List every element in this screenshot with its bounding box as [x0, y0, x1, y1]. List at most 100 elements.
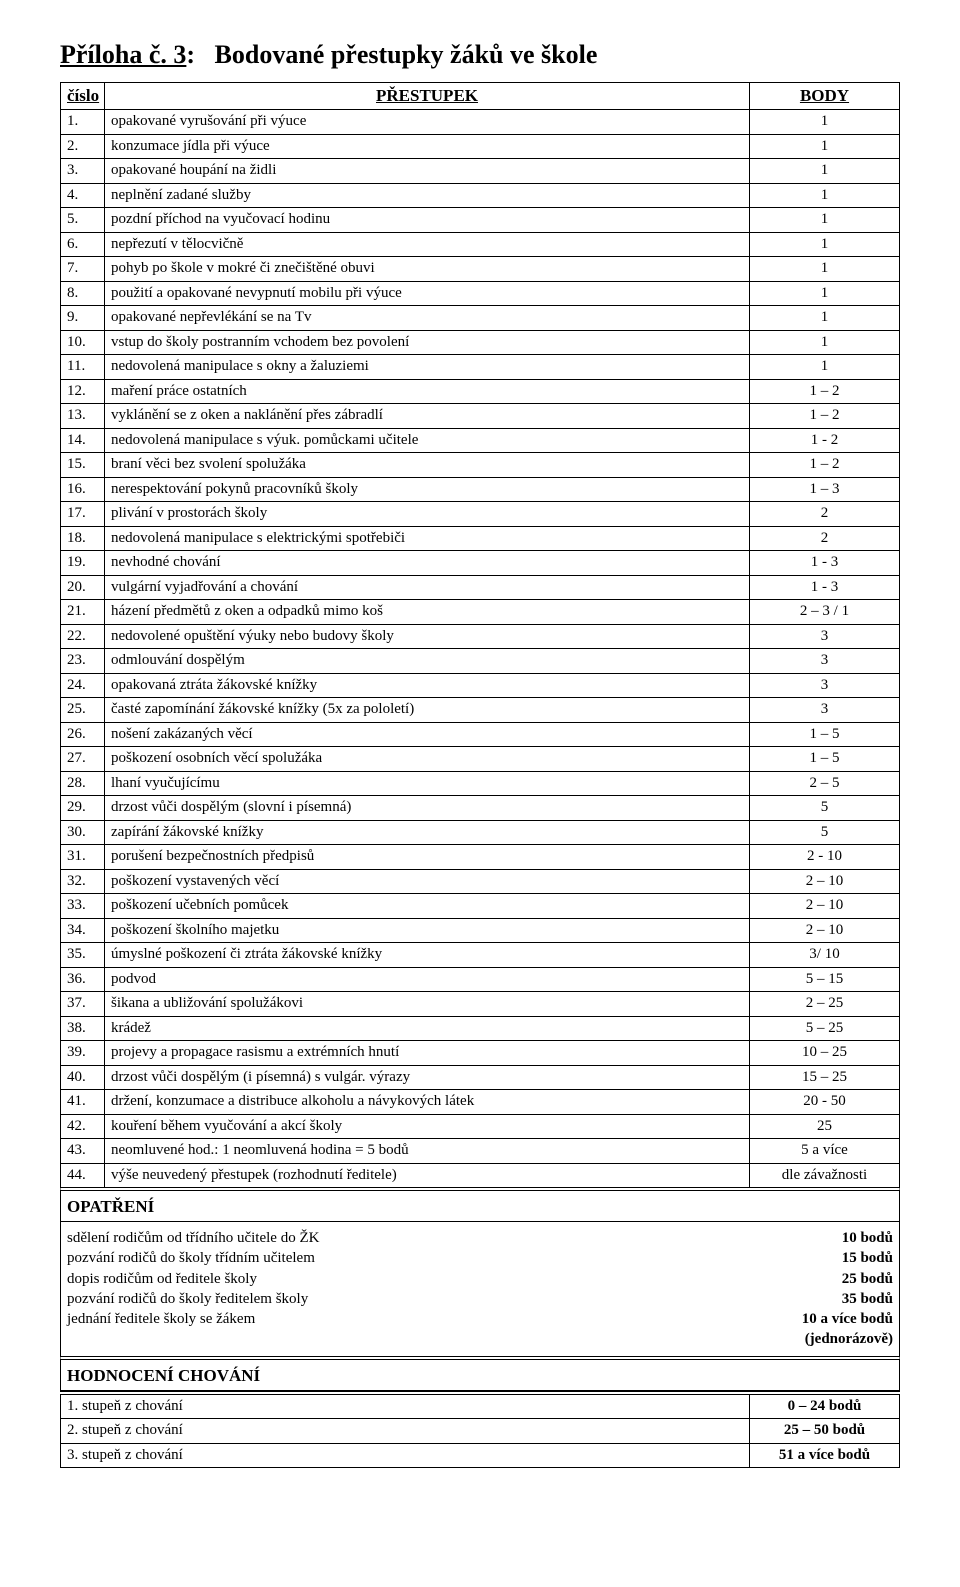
row-description: opakovaná ztráta žákovské knížky — [105, 673, 750, 698]
row-points: 3/ 10 — [750, 943, 900, 968]
row-points: 2 – 25 — [750, 992, 900, 1017]
hodnoceni-value: 25 – 50 bodů — [750, 1419, 900, 1444]
row-number: 37. — [61, 992, 105, 1017]
row-points: 1 — [750, 355, 900, 380]
row-points: 1 — [750, 232, 900, 257]
row-number: 2. — [61, 134, 105, 159]
row-number: 14. — [61, 428, 105, 453]
hodnoceni-value: 51 a více bodů — [750, 1443, 900, 1468]
row-points: 1 – 5 — [750, 747, 900, 772]
table-row: 3.opakované houpání na židli1 — [61, 159, 900, 184]
hodnoceni-row: 3. stupeň z chování51 a více bodů — [61, 1443, 900, 1468]
row-description: vstup do školy postranním vchodem bez po… — [105, 330, 750, 355]
row-description: nedovolené opuštění výuky nebo budovy šk… — [105, 624, 750, 649]
row-description: maření práce ostatních — [105, 379, 750, 404]
row-points: 1 - 3 — [750, 551, 900, 576]
opatreni-value: 25 bodů — [842, 1269, 893, 1289]
row-points: 15 – 25 — [750, 1065, 900, 1090]
table-row: 1.opakované vyrušování při výuce1 — [61, 110, 900, 135]
table-row: 34.poškození školního majetku2 – 10 — [61, 918, 900, 943]
table-row: 4.neplnění zadané služby1 — [61, 183, 900, 208]
row-description: nerespektování pokynů pracovníků školy — [105, 477, 750, 502]
row-number: 23. — [61, 649, 105, 674]
row-number: 20. — [61, 575, 105, 600]
row-number: 32. — [61, 869, 105, 894]
table-row: 5.pozdní příchod na vyučovací hodinu1 — [61, 208, 900, 233]
table-row: 17.plivání v prostorách školy2 — [61, 502, 900, 527]
row-number: 19. — [61, 551, 105, 576]
row-number: 44. — [61, 1163, 105, 1188]
row-points: dle závažnosti — [750, 1163, 900, 1188]
table-row: 32.poškození vystavených věcí2 – 10 — [61, 869, 900, 894]
table-row: 8.použití a opakované nevypnutí mobilu p… — [61, 281, 900, 306]
opatreni-label: pozvání rodičů do školy třídním učitelem — [67, 1248, 842, 1268]
row-description: drzost vůči dospělým (slovní i písemná) — [105, 796, 750, 821]
title-main: Bodované přestupky žáků ve škole — [215, 40, 598, 69]
row-number: 27. — [61, 747, 105, 772]
opatreni-list: sdělení rodičům od třídního učitele do Ž… — [60, 1222, 900, 1357]
table-row: 24.opakovaná ztráta žákovské knížky3 — [61, 673, 900, 698]
opatreni-label: pozvání rodičů do školy ředitelem školy — [67, 1289, 842, 1309]
table-row: 44.výše neuvedený přestupek (rozhodnutí … — [61, 1163, 900, 1188]
row-description: konzumace jídla při výuce — [105, 134, 750, 159]
row-points: 2 — [750, 502, 900, 527]
row-points: 5 — [750, 820, 900, 845]
row-description: neplnění zadané služby — [105, 183, 750, 208]
row-description: podvod — [105, 967, 750, 992]
row-number: 36. — [61, 967, 105, 992]
row-number: 29. — [61, 796, 105, 821]
table-row: 22.nedovolené opuštění výuky nebo budovy… — [61, 624, 900, 649]
row-points: 1 — [750, 159, 900, 184]
row-number: 17. — [61, 502, 105, 527]
row-points: 1 – 3 — [750, 477, 900, 502]
row-description: použití a opakované nevypnutí mobilu při… — [105, 281, 750, 306]
table-row: 21.házení předmětů z oken a odpadků mimo… — [61, 600, 900, 625]
table-row: 15.braní věci bez svolení spolužáka1 – 2 — [61, 453, 900, 478]
title-prefix: Příloha č. 3 — [60, 40, 186, 69]
row-points: 1 – 2 — [750, 453, 900, 478]
row-points: 3 — [750, 649, 900, 674]
opatreni-row: dopis rodičům od ředitele školy25 bodů — [67, 1269, 893, 1289]
opatreni-label: jednání ředitele školy se žákem — [67, 1309, 802, 1350]
row-description: opakované houpání na židli — [105, 159, 750, 184]
row-number: 4. — [61, 183, 105, 208]
table-row: 23.odmlouvání dospělým3 — [61, 649, 900, 674]
table-row: 30.zapírání žákovské knížky5 — [61, 820, 900, 845]
row-description: vyklánění se z oken a naklánění přes záb… — [105, 404, 750, 429]
row-description: plivání v prostorách školy — [105, 502, 750, 527]
row-description: nevhodné chování — [105, 551, 750, 576]
opatreni-label: dopis rodičům od ředitele školy — [67, 1269, 842, 1289]
row-number: 42. — [61, 1114, 105, 1139]
hodnoceni-table: 1. stupeň z chování0 – 24 bodů2. stupeň … — [60, 1391, 900, 1469]
row-points: 2 – 10 — [750, 918, 900, 943]
opatreni-value: 15 bodů — [842, 1248, 893, 1268]
table-row: 27.poškození osobních věcí spolužáka1 – … — [61, 747, 900, 772]
row-number: 34. — [61, 918, 105, 943]
row-points: 1 - 3 — [750, 575, 900, 600]
header-desc: PŘESTUPEK — [105, 83, 750, 110]
row-description: výše neuvedený přestupek (rozhodnutí řed… — [105, 1163, 750, 1188]
opatreni-value: 35 bodů — [842, 1289, 893, 1309]
opatreni-value: 10 a více bodů (jednorázově) — [802, 1309, 893, 1350]
row-points: 5 a více — [750, 1139, 900, 1164]
row-description: neomluvené hod.: 1 neomluvená hodina = 5… — [105, 1139, 750, 1164]
row-description: nedovolená manipulace s elektrickými spo… — [105, 526, 750, 551]
row-number: 22. — [61, 624, 105, 649]
table-row: 14.nedovolená manipulace s výuk. pomůcka… — [61, 428, 900, 453]
table-row: 42.kouření během vyučování a akcí školy2… — [61, 1114, 900, 1139]
row-points: 5 – 15 — [750, 967, 900, 992]
row-points: 5 – 25 — [750, 1016, 900, 1041]
row-description: krádež — [105, 1016, 750, 1041]
row-number: 24. — [61, 673, 105, 698]
row-number: 40. — [61, 1065, 105, 1090]
row-description: poškození vystavených věcí — [105, 869, 750, 894]
row-number: 38. — [61, 1016, 105, 1041]
row-points: 1 — [750, 257, 900, 282]
row-number: 33. — [61, 894, 105, 919]
row-number: 43. — [61, 1139, 105, 1164]
row-points: 1 — [750, 134, 900, 159]
row-points: 1 — [750, 281, 900, 306]
table-row: 12.maření práce ostatních1 – 2 — [61, 379, 900, 404]
row-number: 21. — [61, 600, 105, 625]
row-description: projevy a propagace rasismu a extrémních… — [105, 1041, 750, 1066]
